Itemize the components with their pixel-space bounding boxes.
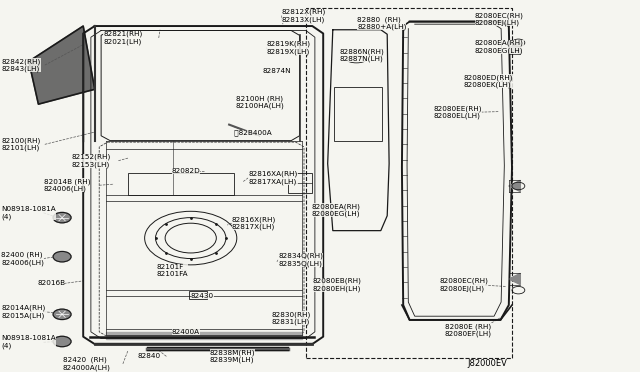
Text: 82812X(RH)
82813X(LH): 82812X(RH) 82813X(LH)	[282, 9, 326, 23]
Text: 82816X(RH)
82817X(LH): 82816X(RH) 82817X(LH)	[232, 216, 276, 230]
Text: N08918-1081A
(4): N08918-1081A (4)	[1, 206, 56, 219]
Polygon shape	[509, 43, 520, 54]
Text: 82080EC(RH)
82080EJ(LH): 82080EC(RH) 82080EJ(LH)	[475, 12, 524, 26]
Text: 82430: 82430	[191, 293, 214, 299]
Bar	[288, 173, 312, 193]
Polygon shape	[509, 180, 520, 192]
Circle shape	[53, 251, 71, 262]
Text: 82400 (RH)
824006(LH): 82400 (RH) 824006(LH)	[1, 251, 44, 266]
Bar	[128, 173, 234, 195]
Text: 82420  (RH)
824000A(LH): 82420 (RH) 824000A(LH)	[63, 357, 111, 371]
Text: 82080EB(RH)
82080EH(LH): 82080EB(RH) 82080EH(LH)	[312, 278, 361, 292]
Text: J82000EV: J82000EV	[467, 359, 507, 368]
Polygon shape	[106, 332, 302, 339]
Text: 82014A(RH)
82015A(LH): 82014A(RH) 82015A(LH)	[1, 305, 45, 319]
Text: 82080EA(RH)
82080EG(LH): 82080EA(RH) 82080EG(LH)	[475, 39, 524, 54]
Circle shape	[53, 309, 71, 320]
Circle shape	[53, 336, 71, 347]
Text: 82080E (RH)
82080EF(LH): 82080E (RH) 82080EF(LH)	[445, 323, 492, 337]
Text: 82080EA(RH)
82080EG(LH): 82080EA(RH) 82080EG(LH)	[311, 203, 360, 217]
Text: 82B400A: 82B400A	[232, 130, 271, 137]
Text: 82819K(RH)
82819X(LH): 82819K(RH) 82819X(LH)	[266, 41, 310, 55]
Text: 82080EC(RH)
82080EJ(LH): 82080EC(RH) 82080EJ(LH)	[439, 278, 488, 292]
Text: 82830(RH)
82831(LH): 82830(RH) 82831(LH)	[272, 311, 311, 325]
Text: 82080EE(RH)
82080EL(LH): 82080EE(RH) 82080EL(LH)	[434, 105, 483, 119]
Text: 82101F
82101FA: 82101F 82101FA	[157, 264, 188, 277]
Text: 82838M(RH)
82839M(LH): 82838M(RH) 82839M(LH)	[210, 349, 255, 363]
Text: 82014B (RH)
824006(LH): 82014B (RH) 824006(LH)	[44, 178, 90, 192]
Text: 82080ED(RH)
82080EK(LH): 82080ED(RH) 82080EK(LH)	[464, 74, 513, 88]
Text: 82821(RH)
82021(LH): 82821(RH) 82021(LH)	[103, 31, 143, 45]
Text: N08918-1081A
(4): N08918-1081A (4)	[1, 336, 56, 349]
Text: 82874N: 82874N	[262, 68, 291, 74]
Circle shape	[53, 212, 71, 223]
Text: 82840: 82840	[138, 353, 161, 359]
Text: 82100H (RH)
82100HA(LH): 82100H (RH) 82100HA(LH)	[236, 95, 284, 109]
Text: 82834Q(RH)
82835Q(LH): 82834Q(RH) 82835Q(LH)	[278, 253, 323, 267]
Text: 82816XA(RH)
82817XA(LH): 82816XA(RH) 82817XA(LH)	[248, 171, 298, 185]
Bar	[334, 87, 382, 141]
Text: 82842(RH)
82843(LH): 82842(RH) 82843(LH)	[1, 58, 40, 72]
Polygon shape	[29, 26, 95, 104]
Polygon shape	[509, 273, 520, 285]
Text: 82100(RH)
82101(LH): 82100(RH) 82101(LH)	[1, 137, 40, 151]
Text: 82016B: 82016B	[37, 280, 65, 286]
Text: 82400A: 82400A	[172, 329, 200, 335]
Text: 82082D: 82082D	[172, 168, 200, 174]
Text: 82152(RH)
82153(LH): 82152(RH) 82153(LH)	[72, 154, 111, 168]
Text: 82880  (RH)
82880+A(LH): 82880 (RH) 82880+A(LH)	[357, 16, 406, 30]
Text: 82886N(RH)
82887N(LH): 82886N(RH) 82887N(LH)	[339, 48, 384, 62]
Bar	[189, 291, 207, 299]
